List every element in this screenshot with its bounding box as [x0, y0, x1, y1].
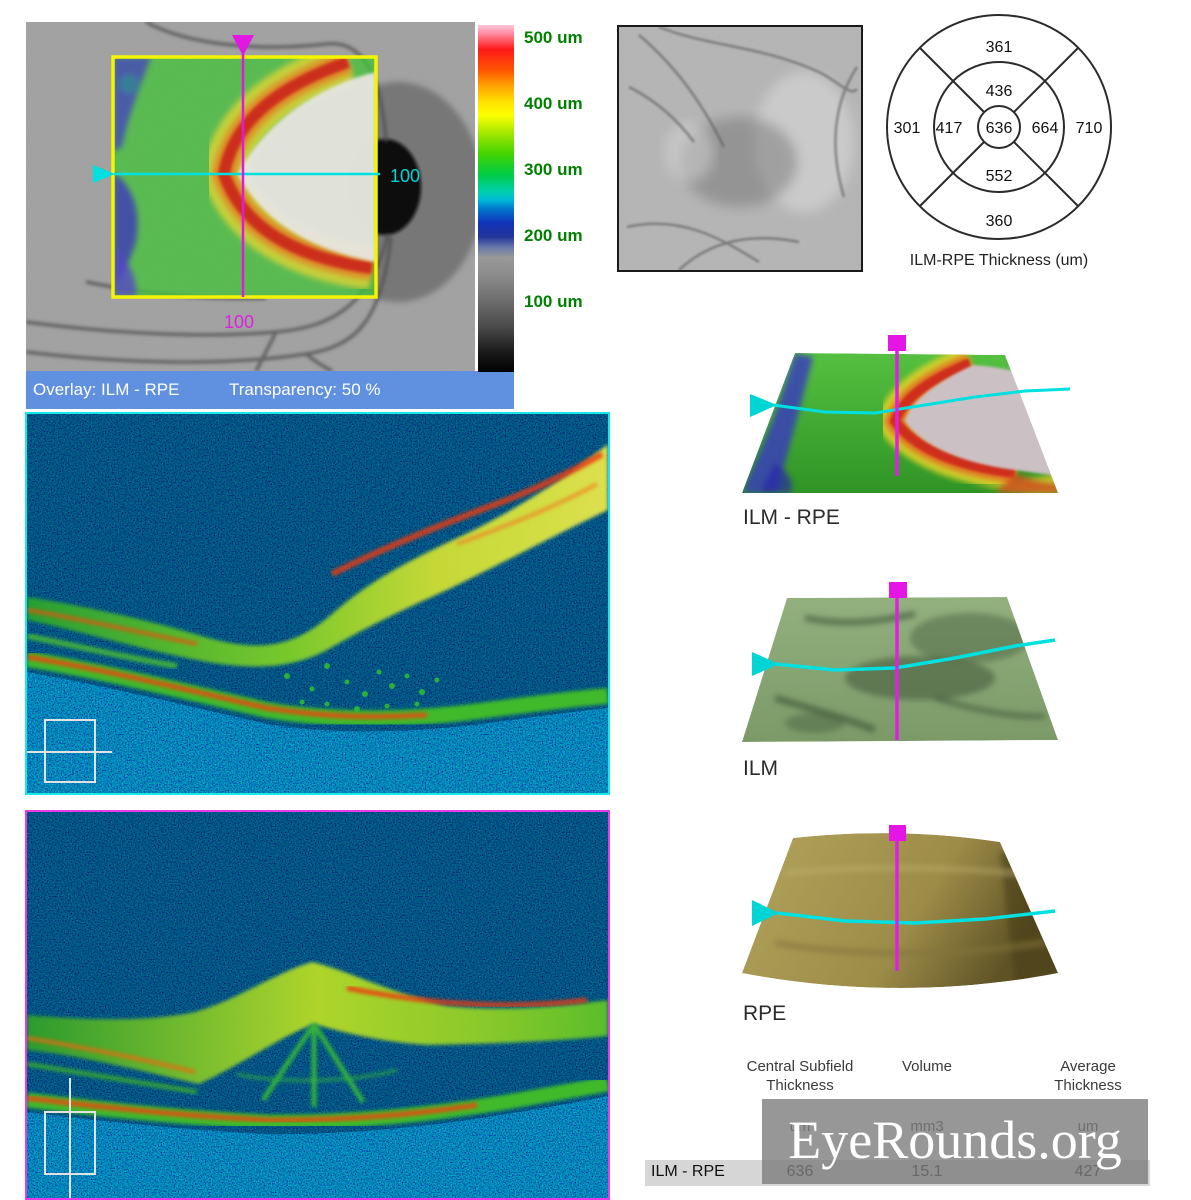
slice-arrow-icon[interactable] [750, 394, 777, 417]
surface-map-label-ilm-rpe: ILM - RPE [743, 506, 840, 529]
slice-handle-icon[interactable] [889, 582, 907, 598]
watermark-banner: EyeRounds.org [762, 1099, 1148, 1184]
slice-arrow-icon[interactable] [752, 900, 779, 926]
vertical-slice-arrow-icon[interactable] [232, 35, 254, 56]
oct-bscan-horizontal[interactable] [25, 412, 610, 795]
table-row-label: ILM - RPE [651, 1163, 725, 1180]
thickness-color-overlay [113, 57, 376, 297]
fundus-thickness-map-panel[interactable]: 100 100 [25, 20, 483, 373]
etdrs-outer-inferior: 360 [986, 213, 1013, 230]
scale-marker[interactable] [44, 1078, 96, 1198]
watermark-text: EyeRounds.org [788, 1110, 1122, 1170]
scale-label-200: 200 um [524, 226, 583, 245]
slice-arrow-icon[interactable] [752, 652, 779, 676]
scan-area-box[interactable] [111, 55, 378, 299]
etdrs-outer-nasal: 301 [894, 120, 921, 137]
surface-map-ilm[interactable] [715, 578, 1105, 750]
slice-line-cyan[interactable] [772, 387, 1071, 415]
surface-map-label-rpe: RPE [743, 1002, 787, 1025]
cystic-speckle [284, 663, 440, 712]
oct-bscan-vertical[interactable] [25, 810, 610, 1200]
surface-map-rpe[interactable] [715, 823, 1105, 995]
etdrs-inner-temporal: 664 [1032, 120, 1059, 137]
scale-label-400: 400 um [524, 94, 583, 113]
etdrs-grid-title: ILM-RPE Thickness (um) [909, 252, 1089, 269]
slice-handle-icon[interactable] [889, 825, 906, 841]
fundus-image: 100 100 [25, 20, 483, 373]
overlay-mode-label: Overlay: ILM - RPE [33, 380, 180, 399]
table-header-volume: Volume [901, 1058, 953, 1075]
table-header-central-subfield-1: Central Subfield [746, 1058, 854, 1075]
etdrs-circles [886, 14, 1112, 240]
table-header-central-subfield-2: Thickness [766, 1077, 834, 1094]
enface-vessels [626, 25, 859, 271]
slice-line-cyan[interactable] [774, 638, 1056, 672]
etdrs-inner-nasal: 417 [936, 120, 963, 137]
scale-marker[interactable] [27, 719, 112, 783]
surface-map-label-ilm: ILM [743, 757, 779, 780]
transparency-label: Transparency: 50 % [229, 380, 381, 399]
enface-fundus-image[interactable] [617, 25, 863, 272]
horizontal-slice-value: 100 [390, 166, 420, 186]
scale-label-300: 300 um [524, 160, 583, 179]
horizontal-slice-marker[interactable]: 100 [93, 165, 420, 186]
etdrs-center-value: 636 [986, 120, 1013, 137]
vertical-slice-value: 100 [224, 312, 254, 332]
etdrs-thickness-grid: 361 436 301 417 636 664 710 552 360 [877, 13, 1121, 249]
overlay-status-bar: Overlay: ILM - RPE Transparency: 50 % [26, 371, 514, 409]
vertical-slice-marker[interactable]: 100 [224, 35, 254, 332]
table-header-average-2: Thickness [1054, 1077, 1122, 1094]
horizontal-slice-arrow-icon[interactable] [93, 165, 115, 183]
etdrs-outer-temporal: 710 [1076, 120, 1103, 137]
slice-line-cyan[interactable] [776, 909, 1056, 925]
etdrs-inner-inferior: 552 [986, 168, 1013, 185]
etdrs-inner-superior: 436 [986, 83, 1013, 100]
scale-label-500: 500 um [524, 28, 583, 47]
scale-label-100: 100 um [524, 292, 583, 311]
etdrs-outer-superior: 361 [986, 39, 1013, 56]
dome-streaks [236, 1022, 398, 1107]
slice-handle-icon[interactable] [888, 335, 906, 351]
surface-map-ilm-rpe[interactable] [715, 333, 1105, 505]
table-header-average-1: Average [1060, 1058, 1116, 1075]
thickness-color-scale [478, 25, 514, 372]
